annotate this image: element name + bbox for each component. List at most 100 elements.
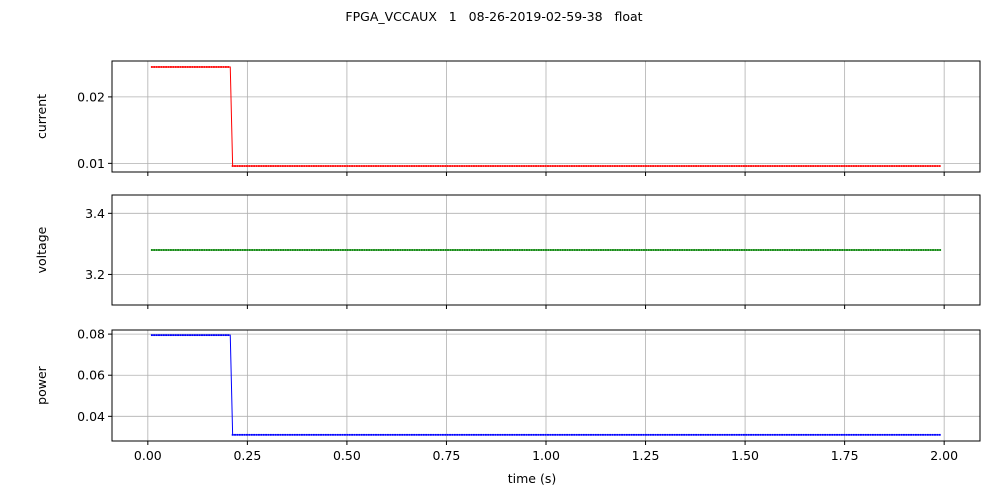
data-point: [738, 165, 741, 167]
data-point: [754, 165, 757, 167]
data-point: [305, 433, 308, 436]
data-point: [441, 433, 444, 436]
data-point: [162, 334, 165, 337]
data-point: [640, 165, 643, 167]
data-point: [759, 165, 762, 167]
data-point: [446, 165, 449, 167]
data-point: [623, 249, 626, 251]
data-point: [793, 249, 796, 251]
data-point: [649, 165, 652, 167]
data-point: [191, 66, 194, 68]
data-point: [635, 433, 638, 436]
data-point: [917, 433, 920, 436]
data-point: [821, 165, 824, 167]
data-point: [291, 249, 294, 251]
data-point: [711, 433, 714, 436]
data-point: [759, 433, 762, 436]
data-point: [279, 249, 282, 251]
data-point: [496, 433, 499, 436]
data-point: [702, 249, 705, 251]
data-point: [389, 249, 392, 251]
data-point: [425, 165, 428, 167]
data-point: [867, 433, 870, 436]
data-point: [910, 433, 913, 436]
data-point: [281, 433, 284, 436]
data-point: [621, 249, 624, 251]
data-point: [513, 165, 516, 167]
data-point: [826, 433, 829, 436]
data-point: [232, 249, 234, 251]
data-point: [453, 433, 456, 436]
data-point: [205, 249, 208, 251]
data-point: [934, 165, 936, 167]
data-point: [552, 249, 555, 251]
data-point: [253, 249, 256, 251]
data-point: [821, 433, 824, 436]
data-point: [265, 433, 267, 436]
data-point: [700, 249, 703, 251]
data-point: [671, 249, 674, 251]
data-point: [229, 249, 232, 251]
x-axis-label: time (s): [508, 471, 556, 486]
data-point: [742, 433, 745, 436]
data-point: [845, 433, 848, 436]
data-point: [800, 433, 803, 436]
data-point: [255, 165, 258, 167]
data-point: [208, 66, 211, 68]
data-point: [246, 165, 248, 167]
data-point: [449, 249, 452, 251]
data-point: [606, 165, 609, 167]
data-point: [704, 165, 707, 167]
data-point: [592, 433, 595, 436]
y-axis-label-voltage: voltage: [34, 226, 49, 273]
data-point: [659, 249, 662, 251]
data-point: [387, 433, 389, 436]
data-point: [153, 249, 156, 251]
data-point: [606, 433, 609, 436]
data-point: [454, 249, 457, 251]
data-point: [881, 249, 884, 251]
data-point: [876, 433, 879, 436]
data-point: [908, 249, 911, 251]
data-point: [391, 165, 394, 167]
data-point: [315, 165, 318, 167]
data-point: [365, 165, 368, 167]
data-point: [329, 165, 332, 167]
data-point: [208, 334, 211, 337]
data-point: [458, 433, 461, 436]
data-point: [198, 249, 201, 251]
data-point: [490, 249, 492, 251]
data-point: [465, 165, 468, 167]
data-point: [570, 433, 573, 436]
data-point: [898, 165, 901, 167]
data-point: [234, 433, 236, 436]
data-point: [611, 249, 614, 251]
data-point: [392, 249, 394, 251]
data-point: [879, 249, 882, 251]
data-point: [473, 165, 475, 167]
data-point: [580, 433, 583, 436]
data-point: [394, 433, 396, 436]
data-point: [685, 433, 688, 436]
data-point: [805, 249, 808, 251]
data-point: [757, 165, 760, 167]
data-point: [626, 249, 629, 251]
data-point: [871, 433, 874, 436]
data-point: [179, 249, 182, 251]
data-point: [602, 165, 604, 167]
data-point: [568, 249, 571, 251]
data-point: [542, 433, 545, 436]
data-point: [678, 165, 681, 167]
data-point: [334, 165, 337, 167]
data-point: [915, 433, 917, 436]
data-point: [628, 249, 631, 251]
data-point: [910, 165, 913, 167]
data-point: [580, 249, 583, 251]
data-point: [394, 165, 396, 167]
data-point: [578, 249, 581, 251]
data-point: [898, 249, 901, 251]
data-point: [537, 165, 540, 167]
data-point: [413, 165, 416, 167]
data-point: [262, 165, 265, 167]
data-point: [633, 249, 636, 251]
